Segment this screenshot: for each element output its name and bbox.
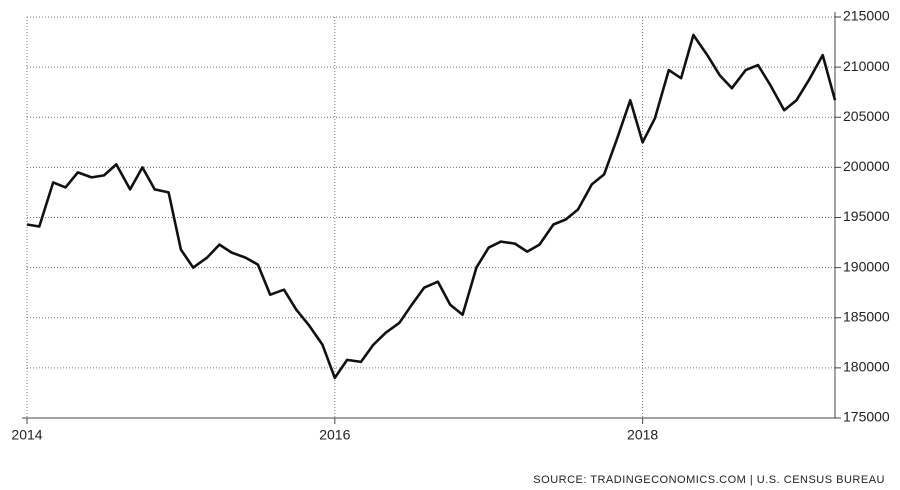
data-line xyxy=(26,33,837,380)
y-tick-label: 200000 xyxy=(843,158,890,174)
y-tick-label: 185000 xyxy=(843,308,890,324)
y-tick-label: 210000 xyxy=(843,58,890,74)
x-tick-label: 2018 xyxy=(627,427,658,443)
source-note: SOURCE: TRADINGECONOMICS.COM | U.S. CENS… xyxy=(533,474,885,486)
y-tick-label: 175000 xyxy=(843,409,890,425)
y-tick-label: 205000 xyxy=(843,108,890,124)
y-tick-label: 195000 xyxy=(843,208,890,224)
x-tick-label: 2014 xyxy=(11,427,42,443)
y-tick-label: 215000 xyxy=(843,8,890,24)
y-tick-label: 190000 xyxy=(843,258,890,274)
y-tick-label: 180000 xyxy=(843,359,890,375)
x-tick-label: 2016 xyxy=(319,427,350,443)
